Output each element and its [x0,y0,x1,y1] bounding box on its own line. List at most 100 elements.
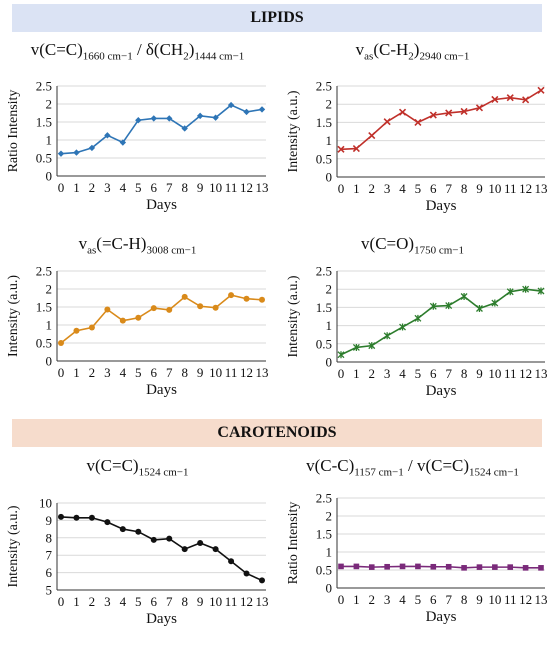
x-tick-label: 1 [73,594,80,609]
x-tick-label: 8 [461,592,468,607]
x-tick-label: 12 [240,180,253,195]
data-point [197,303,204,310]
x-axis-label: Days [426,609,457,625]
y-tick-label: 0 [326,170,333,185]
data-point [58,513,64,520]
series-line [60,516,263,582]
chart-2: 00.511.522.50 1 2 3 4 5 6 7 8 9 10 11 12 13DaysIntens… [286,79,548,215]
chart-6-title: v(C-C)1157 cm−1 / v(C=C)1524 cm−1 [306,456,519,479]
x-tick-label: 1 [353,181,360,196]
data-point [227,101,235,109]
carotenoids-section-header: CAROTENOIDS [12,419,542,447]
x-tick-label: 12 [519,366,532,381]
data-point [537,86,545,94]
data-point [398,108,407,116]
x-tick-label: 6 [430,592,437,607]
x-tick-label: 10 [209,594,222,609]
data-point [445,302,453,310]
data-point [243,295,250,302]
x-tick-label: 8 [181,180,188,195]
data-point [537,287,545,295]
x-tick-label: 10 [209,180,222,195]
x-tick-label: 1 [73,180,80,195]
y-tick-label: 5 [46,583,53,598]
data-point [476,304,483,312]
y-tick-label: 2 [326,97,333,112]
data-point [491,95,499,104]
x-tick-label: 7 [445,366,452,381]
x-tick-label: 12 [519,592,532,607]
y-axis-label: Intensity (a.u.) [286,90,301,172]
chart-4-title: v(C=O)1750 cm−1 [361,234,464,257]
data-point [399,563,406,570]
data-point [429,111,437,119]
x-tick-label: 6 [151,594,158,609]
data-point [135,117,142,124]
x-tick-label: 9 [197,365,204,380]
data-point [212,304,219,311]
x-tick-label: 0 [58,180,65,195]
x-tick-label: 0 [338,592,345,607]
x-tick-label: 7 [166,594,173,609]
chart-4: 00.511.522.50 1 2 3 4 5 6 7 8 9 10 11 12 13DaysIntens… [286,264,548,400]
chart-6: 00.511.522.50 1 2 3 4 5 6 7 8 9 10 11 12 13DaysRatio … [286,491,548,626]
data-point [88,144,96,152]
x-tick-label: 10 [488,181,501,196]
data-point [384,563,390,570]
x-tick-label: 12 [519,181,532,196]
y-axis-label: Intensity (a.u.) [6,275,21,357]
y-tick-label: 2 [46,282,53,297]
data-point [368,131,376,140]
x-tick-label: 0 [58,365,65,380]
x-tick-label: 2 [369,181,376,196]
x-tick-label: 2 [89,594,96,609]
data-point [352,343,360,351]
data-point [150,115,157,122]
data-point [197,540,204,547]
x-tick-label: 9 [197,180,204,195]
y-tick-label: 0.5 [36,151,52,166]
x-tick-label: 4 [120,594,127,609]
y-tick-label: 1.5 [36,300,52,315]
y-tick-label: 1 [326,133,333,148]
data-point [258,106,266,113]
x-tick-label: 6 [430,366,437,381]
data-point [212,546,219,553]
data-point [492,564,498,570]
y-tick-label: 1 [326,318,333,333]
x-tick-label: 4 [399,592,406,607]
data-point [507,564,514,570]
y-tick-label: 2 [326,282,333,297]
x-tick-label: 5 [135,594,142,609]
x-axis-label: Days [426,198,457,214]
y-tick-label: 2 [326,509,333,524]
y-tick-label: 1.5 [36,115,52,130]
data-point [538,565,544,571]
x-tick-label: 3 [104,365,111,380]
data-point [445,563,452,570]
y-tick-label: 7 [46,548,53,563]
data-point [135,528,142,535]
data-point [445,109,453,117]
y-axis-label: Ratio Intensity [286,502,301,585]
x-tick-label: 2 [369,366,376,381]
chart-2-title: vas(C-H2)2940 cm−1 [355,40,470,63]
y-tick-label: 0.5 [316,151,332,166]
x-tick-label: 11 [225,365,238,380]
data-point [460,107,468,116]
y-tick-label: 0.5 [316,563,332,578]
data-point [212,114,219,121]
data-point [243,108,250,116]
data-point [166,535,173,542]
data-point [353,563,360,570]
data-point [522,285,530,293]
x-tick-label: 3 [384,366,391,381]
x-tick-label: 7 [445,181,452,196]
y-tick-label: 2 [46,97,53,112]
lipids-section-header: LIPIDS [12,4,542,32]
y-tick-label: 1 [46,318,53,333]
y-tick-label: 6 [46,565,53,580]
data-point [196,112,204,120]
x-tick-label: 6 [430,181,437,196]
x-tick-label: 13 [256,365,269,380]
